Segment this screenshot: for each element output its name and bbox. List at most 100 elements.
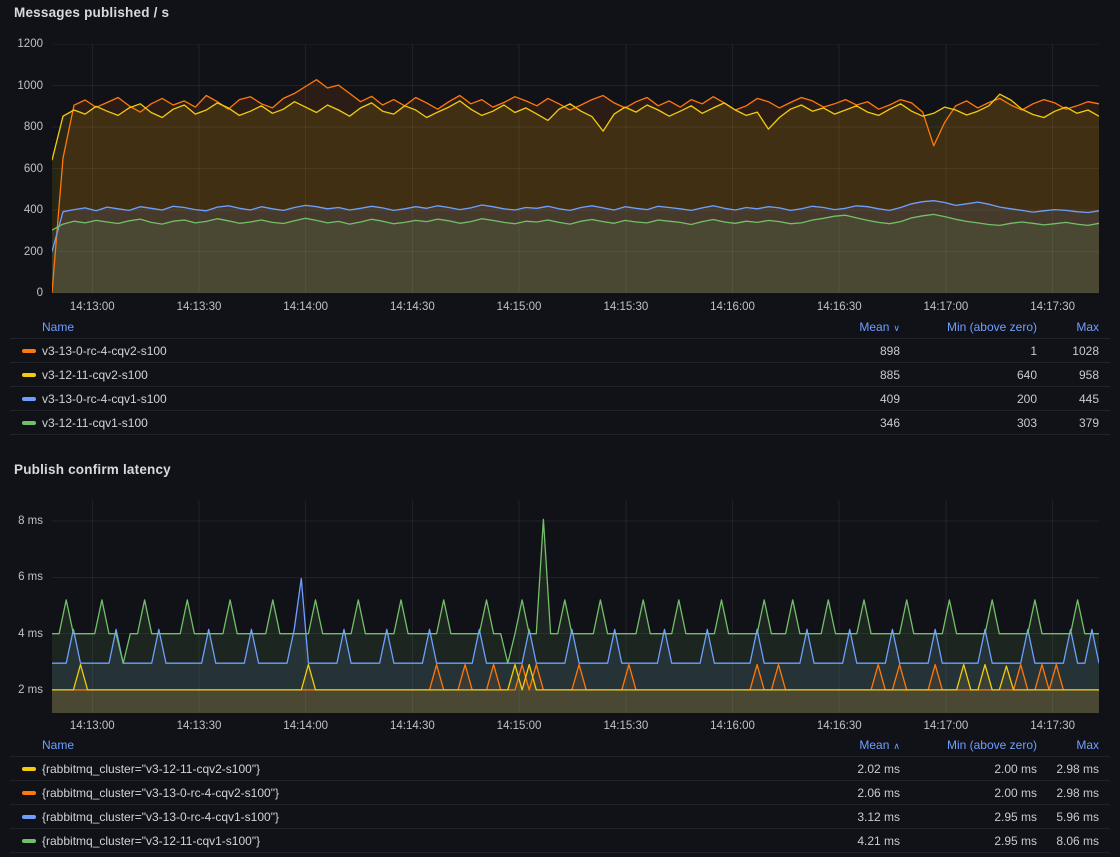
legend-mean-value: 2.06 ms [857, 785, 900, 800]
legend-name-cell: {rabbitmq_cluster="v3-12-11-cqv2-s100"} [22, 762, 790, 776]
legend-mean-value: 2.02 ms [857, 761, 900, 776]
x-axis: 14:13:00 14:13:30 14:14:00 14:14:30 14:15:00… [52, 720, 1099, 736]
legend-name-cell: {rabbitmq_cluster="v3-13-0-rc-4-cqv2-s10… [22, 786, 790, 800]
legend-series-name[interactable]: {rabbitmq_cluster="v3-13-0-rc-4-cqv1-s10… [42, 809, 279, 824]
legend-min-value: 200 [1016, 391, 1037, 406]
sort-caret-icon: ∧ [893, 741, 900, 751]
legend-header-mean[interactable]: Mean ∧ [790, 738, 900, 752]
y-tick-label: 1200 [17, 38, 43, 50]
legend-row: v3-13-0-rc-4-cqv1-s100 409 200 445 [10, 386, 1110, 410]
legend-name-cell: v3-12-11-cqv1-s100 [22, 416, 790, 430]
series-line-3 [52, 213, 1099, 231]
y-tick-label: 8 ms [18, 515, 43, 528]
legend-series-name[interactable]: v3-13-0-rc-4-cqv1-s100 [42, 391, 167, 406]
legend-mean-value: 409 [879, 391, 900, 406]
x-tick-label: 14:13:30 [176, 720, 222, 732]
legend-series-name[interactable]: v3-12-11-cqv1-s100 [42, 415, 148, 430]
legend-mean-value: 4.21 ms [857, 833, 900, 848]
legend-name-cell: {rabbitmq_cluster="v3-13-0-rc-4-cqv1-s10… [22, 810, 790, 824]
series-area-2 [52, 578, 1099, 713]
series-line-3 [52, 518, 1099, 664]
legend-name-cell: v3-12-11-cqv2-s100 [22, 368, 790, 382]
panel-publish-confirm-latency: Publish confirm latency 2 ms 4 ms 6 ms 8 ms… [0, 448, 1120, 857]
legend-min-value: 640 [1016, 367, 1037, 382]
x-tick-label: 14:16:30 [816, 301, 862, 313]
legend-row: v3-13-0-rc-4-cqv2-s100 898 1 1028 [10, 338, 1110, 362]
legend-row: {rabbitmq_cluster="v3-13-0-rc-4-cqv1-s10… [10, 804, 1110, 828]
legend-header-mean-label: Mean [859, 738, 890, 752]
series-line-1 [52, 663, 1099, 691]
legend-row: {rabbitmq_cluster="v3-12-11-cqv2-s100"} 2… [10, 756, 1110, 780]
legend-max-value: 8.06 ms [1056, 833, 1099, 848]
legend-row: {rabbitmq_cluster="v3-12-11-cqv1-s100"} 4… [10, 828, 1110, 852]
legend-series-name[interactable]: v3-13-0-rc-4-cqv2-s100 [42, 343, 167, 358]
series-color-swatch-icon [22, 372, 36, 377]
x-tick-label: 14:13:00 [69, 720, 115, 732]
x-tick-label: 14:14:30 [389, 301, 435, 313]
x-tick-label: 14:14:00 [283, 301, 329, 313]
legend-header-max[interactable]: Max [1076, 738, 1099, 752]
time-series-plot[interactable] [52, 44, 1099, 293]
x-tick-label: 14:17:00 [923, 301, 969, 313]
y-axis: 2 ms 4 ms 6 ms 8 ms [0, 500, 43, 713]
x-axis: 14:13:00 14:13:30 14:14:00 14:14:30 14:15:00… [52, 301, 1099, 317]
series-area-2 [52, 200, 1099, 293]
legend-header-max[interactable]: Max [1076, 320, 1099, 334]
x-tick-label: 14:17:30 [1030, 720, 1075, 732]
legend-series-name[interactable]: {rabbitmq_cluster="v3-12-11-cqv1-s100"} [42, 833, 261, 848]
x-tick-label: 14:15:30 [603, 301, 649, 313]
legend-header-name[interactable]: Name [42, 738, 75, 752]
legend-name-cell: {rabbitmq_cluster="v3-12-11-cqv1-s100"} [22, 834, 790, 848]
series-line-2 [52, 200, 1099, 252]
series-color-swatch-icon [22, 396, 36, 401]
x-tick-label: 14:14:30 [389, 720, 435, 732]
y-tick-label: 2 ms [18, 683, 43, 696]
chart-canvas [52, 44, 1099, 293]
y-tick-label: 400 [23, 204, 43, 216]
panel-title[interactable]: Publish confirm latency [14, 462, 171, 477]
panel-title[interactable]: Messages published / s [14, 5, 170, 20]
legend-name-cell: v3-13-0-rc-4-cqv2-s100 [22, 344, 790, 358]
legend-header-row: Name Mean ∨ Min (above zero) Max [10, 316, 1110, 338]
sort-caret-icon: ∨ [893, 323, 900, 333]
legend-min-value: 2.95 ms [994, 833, 1037, 848]
legend-mean-value: 346 [879, 415, 900, 430]
series-area-1 [52, 664, 1099, 713]
series-area-0 [52, 664, 1099, 713]
legend-series-name[interactable]: {rabbitmq_cluster="v3-12-11-cqv2-s100"} [42, 761, 261, 776]
time-series-plot[interactable] [52, 500, 1099, 713]
legend-min-value: 2.00 ms [994, 785, 1037, 800]
legend-series-name[interactable]: v3-12-11-cqv2-s100 [42, 367, 148, 382]
y-tick-label: 800 [23, 121, 43, 133]
x-tick-label: 14:14:00 [283, 720, 329, 732]
x-tick-label: 14:17:00 [923, 720, 969, 732]
x-tick-label: 14:15:00 [496, 720, 542, 732]
y-tick-label: 6 ms [18, 571, 43, 584]
panel-messages-published: Messages published / s 0 200 400 600 800 1000… [0, 0, 1120, 444]
legend-row: v3-12-11-cqv2-s100 885 640 958 [10, 362, 1110, 386]
legend-min-value: 1 [1030, 343, 1037, 358]
legend-max-value: 379 [1078, 415, 1099, 430]
legend-mean-value: 898 [879, 343, 900, 358]
legend-series-name[interactable]: {rabbitmq_cluster="v3-13-0-rc-4-cqv2-s10… [42, 785, 279, 800]
legend-header-min[interactable]: Min (above zero) [946, 320, 1037, 334]
y-tick-label: 0 [36, 287, 43, 299]
series-color-swatch-icon [22, 766, 36, 771]
series-color-swatch-icon [22, 790, 36, 795]
legend-header-mean[interactable]: Mean ∨ [790, 320, 900, 334]
legend-header-name[interactable]: Name [42, 320, 75, 334]
legend-table: Name Mean ∧ Min (above zero) Max {rabbitm… [10, 734, 1110, 853]
x-tick-label: 14:16:30 [816, 720, 862, 732]
y-tick-label: 200 [23, 245, 43, 258]
legend-mean-value: 885 [879, 367, 900, 382]
legend-max-value: 2.98 ms [1056, 785, 1099, 800]
legend-max-value: 2.98 ms [1056, 761, 1099, 776]
legend-header-min[interactable]: Min (above zero) [946, 738, 1037, 752]
series-color-swatch-icon [22, 420, 36, 425]
y-axis: 0 200 400 600 800 1000 1200 [0, 38, 43, 299]
x-tick-label: 14:16:00 [710, 720, 755, 732]
legend-header-row: Name Mean ∧ Min (above zero) Max [10, 734, 1110, 756]
legend-min-value: 2.95 ms [994, 809, 1037, 824]
x-tick-label: 14:15:30 [603, 720, 649, 732]
